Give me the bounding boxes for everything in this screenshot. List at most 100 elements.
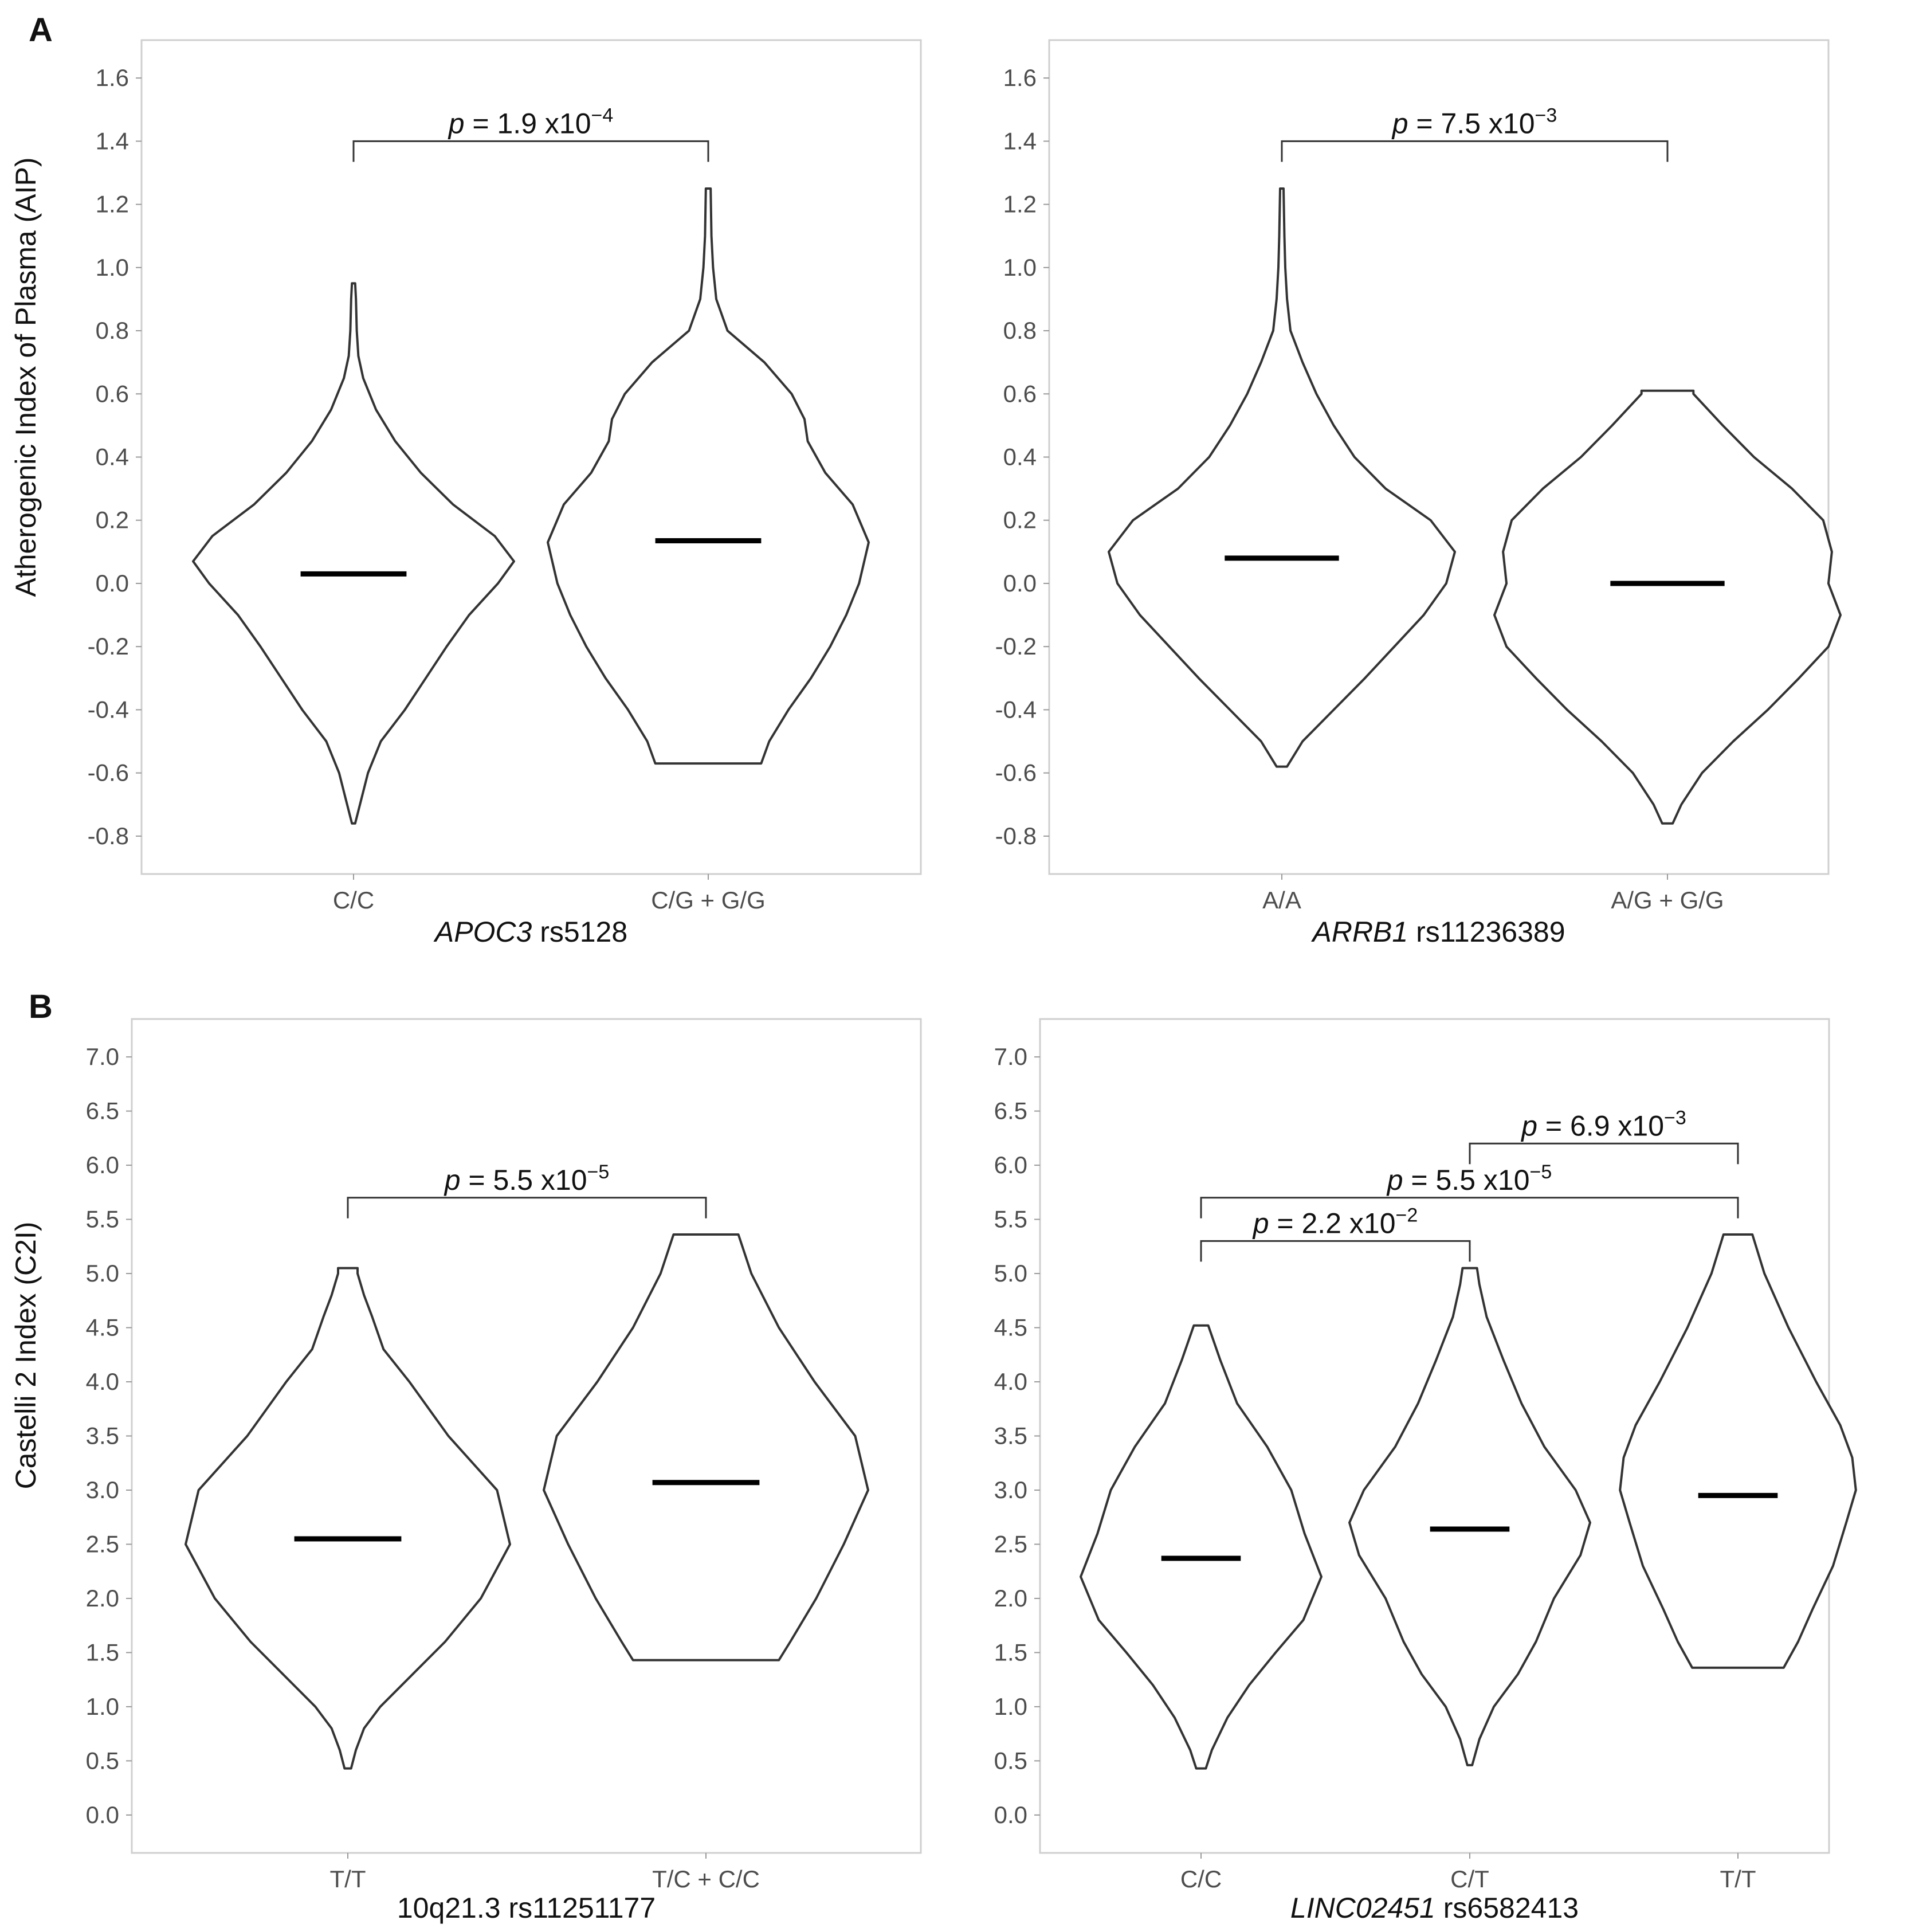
y-tick-label: 3.5 bbox=[86, 1422, 119, 1449]
violin-shape bbox=[1493, 389, 1842, 825]
y-tick-label: 2.5 bbox=[86, 1530, 119, 1557]
x-axis-title-snp: 10q21.3 rs11251177 bbox=[397, 1892, 656, 1924]
y-tick-label: 0.5 bbox=[994, 1747, 1027, 1774]
x-category-label: C/G + G/G bbox=[651, 887, 766, 914]
x-axis-title-gene: ARRB1 bbox=[1310, 916, 1408, 948]
y-tick-label: 3.0 bbox=[86, 1476, 119, 1503]
violin-shape bbox=[1080, 1324, 1323, 1770]
p-symbol: p bbox=[1252, 1207, 1269, 1239]
c2i-linc02451-plot: 0.0 0.5 1.0 1.5 2.0 2.5 3.0 3.5 4.0 4.5 5.0 5.5 6.0 6… bbox=[994, 1018, 1857, 1924]
p-value-label: p = 2.2 x10−2 bbox=[1252, 1204, 1418, 1239]
p-value-label: p = 7.5 x10−3 bbox=[1391, 104, 1557, 139]
x-axis-title: ARRB1 rs11236389 bbox=[1310, 916, 1565, 948]
y-tick-label: 6.0 bbox=[86, 1151, 119, 1178]
x-axis-title-snp: rs6582413 bbox=[1435, 1892, 1579, 1924]
y-tick-label: 1.0 bbox=[994, 1693, 1027, 1720]
y-tick-label: 0.0 bbox=[86, 1801, 119, 1828]
y-tick-label: 2.0 bbox=[86, 1585, 119, 1612]
y-tick-label: 1.6 bbox=[96, 64, 129, 91]
y-tick-label: 1.5 bbox=[994, 1639, 1027, 1665]
x-category-label: A/G + G/G bbox=[1611, 887, 1724, 914]
x-axis-title-gene: LINC02451 bbox=[1290, 1892, 1435, 1924]
p-value-mantissa: = 7.5 x10 bbox=[1408, 107, 1535, 139]
x-category-label: A/A bbox=[1262, 887, 1301, 914]
x-axis-title-gene: APOC3 bbox=[433, 916, 532, 948]
y-tick-label: 0.6 bbox=[1003, 380, 1037, 407]
y-tick-label: -0.2 bbox=[88, 633, 129, 660]
y-tick-label: 0.6 bbox=[96, 380, 129, 407]
significance-bracket bbox=[1200, 1197, 1739, 1218]
c2i-10q21-plot: 0.0 0.5 1.0 1.5 2.0 2.5 3.0 3.5 4.0 4.5 5.0 5.5 6.0 6… bbox=[10, 1018, 922, 1924]
y-axis-title: Castelli 2 Index (C2I) bbox=[10, 1222, 42, 1490]
y-tick-label: 1.2 bbox=[96, 191, 129, 218]
p-value-exponent: −4 bbox=[591, 104, 614, 126]
y-tick-label: 0.0 bbox=[96, 570, 129, 597]
x-category-label: T/T bbox=[330, 1866, 366, 1892]
y-tick-label: 4.5 bbox=[86, 1314, 119, 1341]
y-tick-label: 1.2 bbox=[1003, 191, 1037, 218]
significance-bracket bbox=[347, 1197, 707, 1218]
p-symbol: p bbox=[1386, 1164, 1403, 1196]
y-tick-label: -0.6 bbox=[995, 759, 1037, 786]
y-tick-label: 3.0 bbox=[994, 1476, 1027, 1503]
significance-bracket bbox=[352, 140, 709, 162]
p-value-label: p = 1.9 x10−4 bbox=[448, 104, 614, 139]
y-tick-label: 3.5 bbox=[994, 1422, 1027, 1449]
y-tick-label: 1.6 bbox=[1003, 64, 1037, 91]
p-value-mantissa: = 1.9 x10 bbox=[465, 107, 591, 139]
x-axis-title: LINC02451 rs6582413 bbox=[1290, 1892, 1579, 1924]
y-tick-label: 4.0 bbox=[994, 1368, 1027, 1395]
y-tick-label: -0.4 bbox=[88, 696, 129, 723]
p-symbol: p bbox=[1391, 107, 1408, 139]
p-value-label: p = 5.5 x10−5 bbox=[1386, 1161, 1552, 1196]
panel-label-a: A bbox=[29, 11, 53, 49]
significance-bracket bbox=[1200, 1240, 1471, 1262]
y-tick-label: 0.4 bbox=[1003, 444, 1037, 471]
y-tick-label: 7.0 bbox=[86, 1043, 119, 1070]
aip-arrb1-plot: -0.8 -0.6 -0.4 -0.2 0.0 0.2 0.4 0.6 0.8 1.0 1.2 1.4… bbox=[995, 39, 1842, 948]
violin-shape bbox=[1619, 1233, 1857, 1669]
x-axis-title: APOC3 rs5128 bbox=[433, 916, 627, 948]
p-value-mantissa: = 5.5 x10 bbox=[461, 1164, 587, 1196]
y-tick-label: -0.4 bbox=[995, 696, 1037, 723]
x-category-label: C/T bbox=[1450, 1866, 1489, 1892]
significance-bracket bbox=[1281, 140, 1669, 162]
x-axis-title-snp: rs11236389 bbox=[1408, 916, 1565, 948]
violin-shape bbox=[547, 187, 870, 765]
y-tick-label: 5.0 bbox=[86, 1260, 119, 1287]
p-value-exponent: −3 bbox=[1535, 104, 1557, 126]
y-tick-label: 0.8 bbox=[96, 317, 129, 344]
y-tick-label: 0.0 bbox=[1003, 570, 1037, 597]
x-category-label: C/C bbox=[1180, 1866, 1222, 1892]
p-value-exponent: −3 bbox=[1664, 1107, 1686, 1128]
x-category-label: T/C + C/C bbox=[652, 1866, 760, 1892]
y-tick-label: -0.6 bbox=[88, 759, 129, 786]
p-symbol: p bbox=[1520, 1110, 1537, 1142]
y-tick-label: -0.8 bbox=[995, 822, 1037, 849]
p-value-exponent: −5 bbox=[587, 1161, 610, 1183]
x-category-label: C/C bbox=[333, 887, 374, 914]
y-tick-label: 1.0 bbox=[1003, 254, 1037, 281]
violin-shape bbox=[1108, 187, 1456, 768]
panel-label-b: B bbox=[29, 988, 53, 1025]
x-axis-title-snp: rs5128 bbox=[532, 916, 627, 948]
y-tick-label: 0.2 bbox=[96, 507, 129, 534]
y-tick-label: 2.0 bbox=[994, 1585, 1027, 1612]
y-tick-label: 4.0 bbox=[86, 1368, 119, 1395]
y-tick-label: 1.4 bbox=[96, 127, 129, 154]
p-value-exponent: −2 bbox=[1396, 1204, 1418, 1226]
y-tick-label: 0.8 bbox=[1003, 317, 1037, 344]
y-tick-label: 1.4 bbox=[1003, 127, 1037, 154]
y-tick-label: 1.5 bbox=[86, 1639, 119, 1665]
p-value-mantissa: = 2.2 x10 bbox=[1269, 1207, 1396, 1239]
p-value-label: p = 6.9 x10−3 bbox=[1520, 1107, 1686, 1142]
p-value-exponent: −5 bbox=[1530, 1161, 1552, 1183]
y-tick-label: 0.2 bbox=[1003, 507, 1037, 534]
y-tick-label: -0.8 bbox=[88, 822, 129, 849]
p-value-label: p = 5.5 x10−5 bbox=[444, 1161, 610, 1196]
y-tick-label: 0.0 bbox=[994, 1801, 1027, 1828]
y-tick-label: 1.0 bbox=[96, 254, 129, 281]
p-value-mantissa: = 6.9 x10 bbox=[1537, 1110, 1664, 1142]
y-tick-label: 0.5 bbox=[86, 1747, 119, 1774]
